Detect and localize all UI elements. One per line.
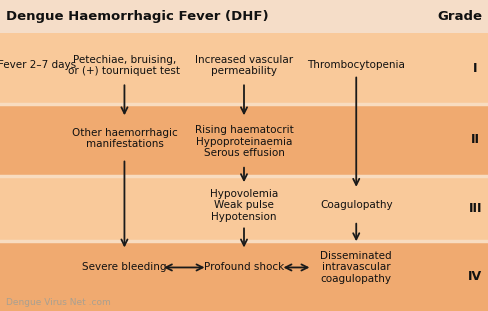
Text: Dengue Virus Net .com: Dengue Virus Net .com (6, 298, 111, 307)
Bar (0, 104, 488, 176)
Text: Profound shock: Profound shock (204, 262, 284, 272)
Text: IV: IV (468, 270, 482, 283)
Bar (0, 176, 488, 241)
Text: Disseminated
intravascular
coagulopathy: Disseminated intravascular coagulopathy (321, 251, 392, 284)
Text: Rising haematocrit
Hypoproteinaemia
Serous effusion: Rising haematocrit Hypoproteinaemia Sero… (195, 125, 293, 158)
Text: Petechiae, bruising,
or (+) tourniquet test: Petechiae, bruising, or (+) tourniquet t… (68, 54, 181, 76)
Text: Thrombocytopenia: Thrombocytopenia (307, 60, 405, 70)
Text: II: II (471, 133, 480, 146)
Bar (0, 0, 488, 33)
Bar (0, 33, 488, 104)
Text: Severe bleeding: Severe bleeding (82, 262, 167, 272)
Bar (0, 241, 488, 311)
Text: III: III (468, 202, 482, 215)
Text: Increased vascular
permeability: Increased vascular permeability (195, 54, 293, 76)
Text: Fever 2–7 days: Fever 2–7 days (0, 60, 76, 70)
Text: I: I (473, 62, 478, 75)
Text: Dengue Haemorrhagic Fever (DHF): Dengue Haemorrhagic Fever (DHF) (6, 10, 268, 23)
Text: Grade: Grade (437, 10, 482, 23)
Text: Coagulopathy: Coagulopathy (320, 200, 392, 210)
Text: Other haemorrhagic
manifestations: Other haemorrhagic manifestations (72, 128, 177, 149)
Text: Hypovolemia
Weak pulse
Hypotension: Hypovolemia Weak pulse Hypotension (210, 189, 278, 222)
